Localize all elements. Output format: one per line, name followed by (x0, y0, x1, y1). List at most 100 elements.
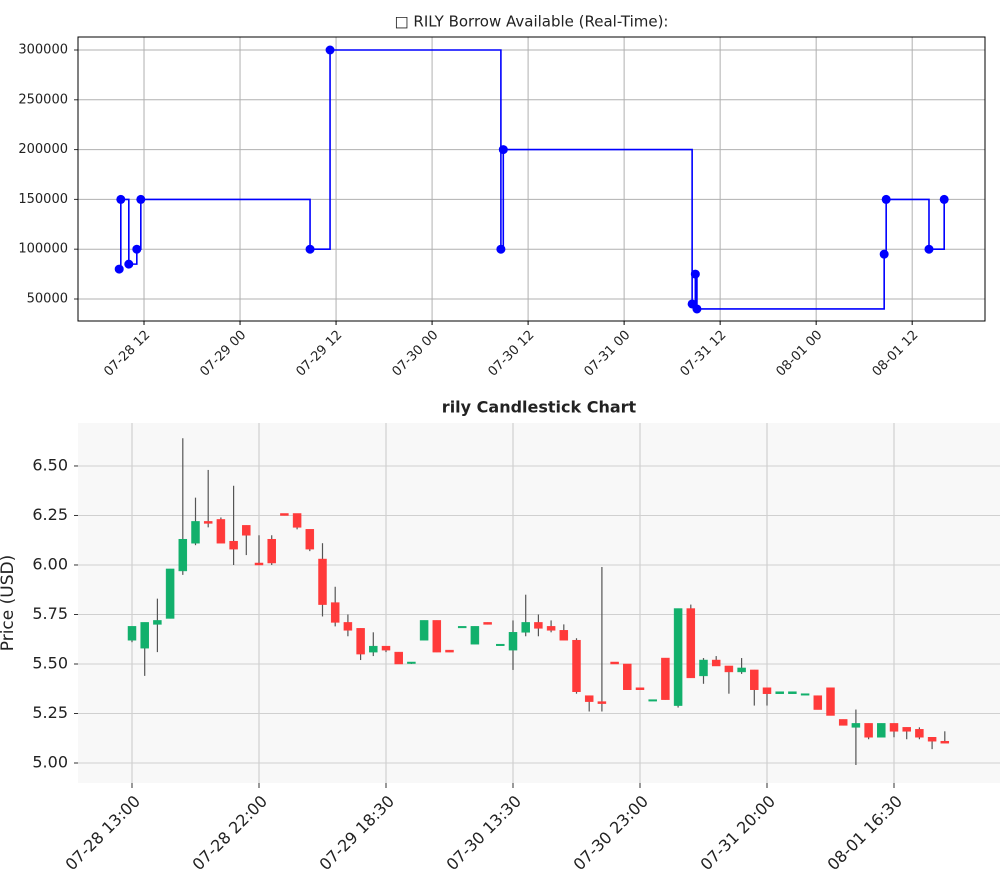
candle-body (330, 602, 340, 623)
candle-body (737, 667, 746, 673)
candle-body (572, 639, 581, 692)
candle-body (584, 695, 594, 702)
y-tick-label: 250000 (18, 92, 68, 107)
data-point (690, 269, 700, 279)
candle-body (165, 568, 175, 619)
x-tick-label: 07-29 18:30 (315, 792, 398, 875)
candle-body (889, 723, 899, 732)
candle-body (140, 622, 149, 649)
candle-body (597, 701, 607, 704)
data-point (881, 194, 891, 204)
candle-body (356, 628, 365, 655)
candle-body (546, 626, 556, 631)
candle-body (927, 737, 937, 742)
y-tick-label: 5.75 (32, 604, 68, 623)
candle-body (216, 519, 226, 544)
candle-body (750, 669, 759, 690)
data-point (124, 259, 134, 269)
candle-body (242, 525, 251, 536)
plot-area (78, 423, 1000, 783)
y-tick-label: 5.00 (32, 753, 68, 772)
candle-body (788, 691, 797, 694)
data-point (114, 264, 124, 274)
data-point (924, 244, 934, 254)
candle-body (203, 521, 213, 524)
candle-body (534, 622, 543, 629)
candle-body (623, 663, 632, 690)
candle-body (318, 558, 327, 605)
candle-body (432, 620, 442, 653)
chart-title: □ RILY Borrow Available (Real-Time): (394, 13, 668, 31)
candle-body (127, 626, 137, 641)
candle-body (394, 651, 403, 665)
x-tick-label: 07-30 13:30 (442, 792, 525, 875)
x-tick-label: 07-28 13:00 (61, 792, 144, 875)
data-point (136, 194, 146, 204)
y-tick-label: 6.50 (32, 455, 68, 474)
candle-body (724, 665, 734, 673)
x-tick-label: 07-28 12 (101, 328, 153, 380)
candle-body (419, 620, 429, 641)
x-tick-label: 07-30 23:00 (569, 792, 652, 875)
x-tick-label: 08-01 00 (774, 328, 826, 380)
candle-body (267, 538, 276, 564)
candle-body (229, 540, 238, 550)
y-tick-label: 6.00 (32, 554, 68, 573)
plot-area (78, 37, 985, 321)
candle-body (254, 562, 264, 566)
data-point (132, 244, 142, 254)
y-tick-label: 5.50 (32, 653, 68, 672)
data-point (496, 244, 506, 254)
x-tick-label: 07-28 22:00 (188, 792, 271, 875)
x-tick-label: 07-30 12 (485, 328, 537, 380)
candle-body (369, 645, 378, 653)
y-tick-label: 5.25 (32, 703, 68, 722)
candle-body (648, 699, 657, 702)
candle-body (610, 661, 619, 665)
chart-title: rily Candlestick Chart (442, 398, 637, 417)
candle-body (635, 687, 645, 690)
candle-body (305, 529, 315, 550)
x-tick-label: 07-31 00 (581, 328, 633, 380)
x-tick-label: 07-31 12 (678, 328, 730, 380)
x-tick-label: 07-29 12 (293, 328, 345, 380)
candle-body (191, 521, 200, 544)
candle-body (686, 608, 696, 679)
y-axis-label: Price (USD) (0, 555, 18, 651)
data-point (498, 145, 508, 155)
data-point (305, 244, 315, 254)
data-point (116, 194, 126, 204)
y-tick-label: 100000 (18, 242, 68, 257)
x-tick-label: 08-01 12 (870, 328, 922, 380)
candle-body (661, 657, 670, 700)
data-point (325, 45, 335, 55)
candle-body (280, 513, 289, 516)
y-tick-label: 50000 (27, 291, 68, 306)
candle-body (864, 723, 873, 738)
candle-body (940, 740, 950, 744)
x-tick-label: 08-01 16:30 (823, 792, 906, 875)
candle-body (559, 630, 569, 641)
data-point (879, 249, 889, 259)
x-tick-label: 07-30 00 (389, 328, 441, 380)
candle-body (826, 687, 835, 716)
candle-body (381, 645, 391, 651)
candle-body (445, 649, 454, 653)
data-point (692, 304, 702, 314)
y-tick-label: 150000 (18, 192, 68, 207)
x-tick-label: 07-29 00 (197, 328, 249, 380)
candle-body (673, 608, 683, 706)
candle-body (153, 620, 162, 625)
candle-body (838, 719, 848, 726)
x-tick-label: 07-31 20:00 (696, 792, 779, 875)
candle-body (470, 626, 480, 645)
candle-body (699, 659, 708, 677)
data-point (939, 194, 949, 204)
candle-body (178, 538, 188, 572)
y-tick-label: 6.25 (32, 505, 68, 524)
candle-body (877, 723, 886, 738)
y-tick-label: 200000 (18, 142, 68, 157)
candle-body (508, 632, 518, 651)
candle-body (775, 691, 784, 694)
